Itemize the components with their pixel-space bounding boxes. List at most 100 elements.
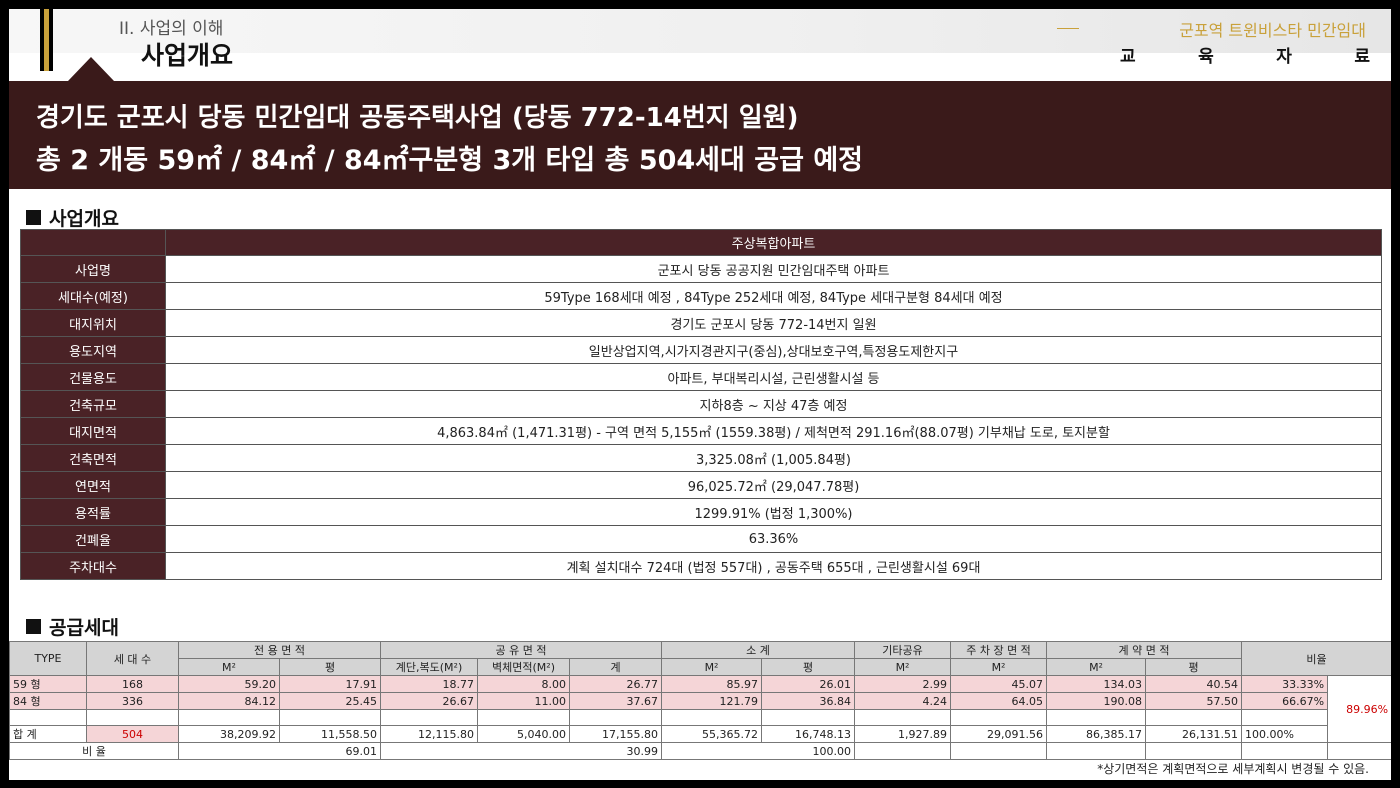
row-label: 건축규모 (20, 390, 166, 418)
table-row: 59 형 168 59.20 17.91 18.77 8.00 26.77 85… (9, 675, 1391, 743)
blank-cell (854, 709, 952, 726)
cell-common-sum: 37.67 (569, 692, 663, 710)
row-value: 1299.91% (법정 1,300%) (165, 498, 1382, 526)
table-row: 사업명 군포시 당동 공공지원 민간임대주택 아파트 (20, 255, 1382, 283)
header-pyeong: 평 (278, 658, 382, 676)
cell-ratio-common: 30.99 (380, 742, 663, 760)
cell-type: 84 형 (9, 692, 87, 710)
row-value: 계획 설치대수 724대 (법정 557대) , 공동주택 655대 , 근린생… (165, 552, 1382, 580)
cell-sub-py: 16,748.13 (761, 725, 856, 743)
header-subtotal: 소 계 (661, 641, 856, 659)
table-row: 용도지역 일반상업지역,시가지경관지구(중심),상대보호구역,특정용도제한지구 (20, 336, 1382, 364)
blank-cell (380, 709, 479, 726)
header-exclusive: 전 용 면 적 (177, 641, 382, 659)
row-value: 일반상업지역,시가지경관지구(중심),상대보호구역,특정용도제한지구 (165, 336, 1382, 364)
cell-con-m2: 86,385.17 (1046, 725, 1147, 743)
table-row: 용적률 1299.91% (법정 1,300%) (20, 498, 1382, 526)
cell-units: 168 (86, 675, 179, 693)
footnote: *상기면적은 계획면적으로 세부계획시 변경될 수 있음. (1097, 762, 1369, 776)
cell-con-py: 57.50 (1145, 692, 1243, 710)
cell-sub-m2: 55,365.72 (661, 725, 763, 743)
supply-heading: 공급세대 (26, 613, 119, 640)
table-row-total: 합 계 504 38,209.92 11,558.50 12,115.80 5,… (9, 725, 1392, 743)
row-value: 지하8층 ~ 지상 47층 예정 (165, 390, 1382, 418)
table-row: 주차대수 계획 설치대수 724대 (법정 557대) , 공동주택 655대 ,… (20, 552, 1382, 580)
section-number: II. 사업의 이해 (119, 19, 224, 39)
overview-table: 주상복합아파트 사업명 군포시 당동 공공지원 민간임대주택 아파트 세대수(예정… (20, 229, 1382, 580)
row-label: 용도지역 (20, 336, 166, 364)
row-value: 4,863.84㎡ (1,471.31평) - 구역 면적 5,155㎡ (15… (165, 417, 1382, 445)
row-value: 아파트, 부대복리시설, 근린생활시설 등 (165, 363, 1382, 391)
blank-cell (854, 742, 952, 760)
square-bullet-icon (26, 210, 41, 225)
table-row: 대지위치 경기도 군포시 당동 772-14번지 일원 (20, 309, 1382, 337)
cell-sub-py: 26.01 (761, 675, 856, 693)
edu-label: 교 육 자 료 (1120, 42, 1370, 67)
cell-ratio: 66.67% (1241, 692, 1329, 710)
row-label: 대지면적 (20, 417, 166, 445)
overview-top-row: 주상복합아파트 (20, 229, 1382, 256)
cell-ex-py: 11,558.50 (278, 725, 382, 743)
table-row: 건물용도 아파트, 부대복리시설, 근린생활시설 등 (20, 363, 1382, 391)
blank-cell (178, 709, 280, 726)
cell-parking: 64.05 (950, 692, 1048, 710)
cell-ratio: 33.33% (1241, 675, 1329, 693)
header-band (9, 9, 1391, 53)
cell-other: 2.99 (854, 675, 952, 693)
cell-ex-py: 17.91 (278, 675, 382, 693)
header-parking: 주 차 장 면 적 (950, 641, 1048, 659)
cell-ratio-label: 비 율 (9, 742, 179, 760)
row-label: 사업명 (20, 255, 166, 283)
cell-stairs: 26.67 (380, 692, 479, 710)
overview-heading-text: 사업개요 (49, 208, 119, 230)
table-row-blank (9, 709, 1392, 726)
row-value: 경기도 군포시 당동 772-14번지 일원 (165, 309, 1382, 337)
cell-total-label: 합 계 (9, 725, 87, 743)
blank-cell (950, 709, 1048, 726)
blank-cell (569, 709, 663, 726)
cell-ratio: 100.00% (1241, 725, 1329, 743)
row-value: 3,325.08㎡ (1,005.84평) (165, 444, 1382, 472)
header-m2: M² (178, 658, 280, 676)
cell-con-py: 26,131.51 (1145, 725, 1243, 743)
blank-cell (1327, 742, 1391, 760)
cell-type: 59 형 (9, 675, 87, 693)
cell-sub-m2: 85.97 (661, 675, 763, 693)
header-units: 세 대 수 (86, 641, 179, 676)
table-row: 건축규모 지하8층 ~ 지상 47층 예정 (20, 390, 1382, 418)
cell-sub-m2: 121.79 (661, 692, 763, 710)
cell-con-m2: 190.08 (1046, 692, 1147, 710)
header-sum: 계 (569, 658, 663, 676)
table-row: 대지면적 4,863.84㎡ (1,471.31평) - 구역 면적 5,155㎡… (20, 417, 1382, 445)
table-row: 건축면적 3,325.08㎡ (1,005.84평) (20, 444, 1382, 472)
blank-cell (477, 709, 571, 726)
blank-cell (1145, 709, 1243, 726)
supply-header-row-1: TYPE 세 대 수 전 용 면 적 공 유 면 적 소 계 기타공유 주 차 … (9, 641, 1391, 676)
cell-stairs: 18.77 (380, 675, 479, 693)
cell-total-units: 504 (86, 725, 179, 743)
edu-char: 료 (1354, 47, 1370, 67)
header-ratio: 비율 (1241, 641, 1391, 676)
supply-heading-text: 공급세대 (49, 617, 119, 639)
blank-cell (1046, 742, 1147, 760)
cell-ex-py: 25.45 (278, 692, 382, 710)
table-row: 건폐율 63.36% (20, 525, 1382, 553)
overview-heading: 사업개요 (26, 204, 119, 231)
header-stairs: 계단,복도(M²) (380, 658, 479, 676)
header-other: 기타공유 (854, 641, 952, 659)
supply-table: TYPE 세 대 수 전 용 면 적 공 유 면 적 소 계 기타공유 주 차 … (9, 641, 1391, 760)
cell-con-py: 40.54 (1145, 675, 1243, 693)
blank-cell (278, 709, 382, 726)
row-label: 용적률 (20, 498, 166, 526)
row-label: 건축면적 (20, 444, 166, 472)
edu-char: 자 (1276, 47, 1292, 67)
row-label: 연면적 (20, 471, 166, 499)
section-title: 사업개요 (141, 41, 234, 70)
cell-sub-py: 36.84 (761, 692, 856, 710)
table-row: 세대수(예정) 59Type 168세대 예정 , 84Type 252세대 예정… (20, 282, 1382, 310)
headline-banner: 경기도 군포시 당동 민간임대 공동주택사업 (당동 772-14번지 일원) … (9, 81, 1391, 189)
slide: II. 사업의 이해 사업개요 군포역 트윈비스타 민간임대 교 육 자 료 경… (9, 9, 1391, 780)
cell-stairs: 12,115.80 (380, 725, 479, 743)
row-value: 59Type 168세대 예정 , 84Type 252세대 예정, 84Typ… (165, 282, 1382, 310)
square-bullet-icon (26, 619, 41, 634)
